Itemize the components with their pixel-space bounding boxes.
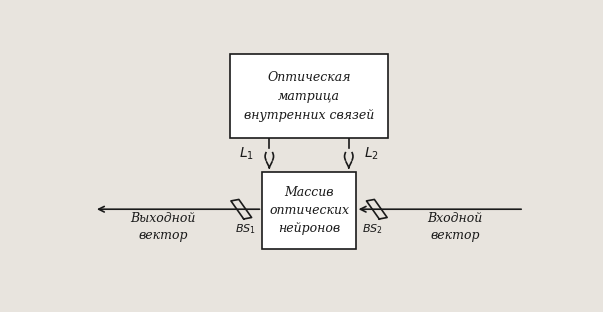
Bar xyxy=(230,54,388,138)
Text: Выходной
вектор: Выходной вектор xyxy=(130,212,196,241)
Text: $BS_1$: $BS_1$ xyxy=(236,222,256,236)
Bar xyxy=(262,172,356,249)
Text: $L_2$: $L_2$ xyxy=(364,146,379,162)
Text: Оптическая
матрица
внутренних связей: Оптическая матрица внутренних связей xyxy=(244,71,374,122)
Text: Входной
вектор: Входной вектор xyxy=(428,212,483,241)
Text: $BS_2$: $BS_2$ xyxy=(362,222,382,236)
Text: $L_1$: $L_1$ xyxy=(239,146,254,162)
Text: Массив
оптических
нейронов: Массив оптических нейронов xyxy=(269,186,349,235)
